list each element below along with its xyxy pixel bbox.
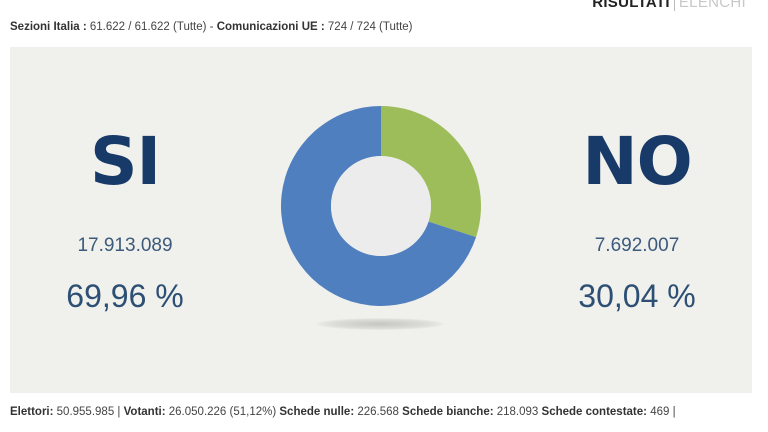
donut-chart [280,105,482,307]
tab-divider [673,0,675,11]
tab-risultati[interactable]: RISULTATI [592,0,670,11]
votanti-value: 26.050.226 (51,12%) [168,406,277,418]
bianche-label: Schede bianche: [402,406,494,418]
counters-line: Sezioni Italia : 61.622 / 61.622 (Tutte)… [10,21,413,33]
donut-svg [280,106,481,306]
no-votes: 7.692.007 [594,235,680,256]
counters-separator: - [209,21,214,33]
nulle-label: Schede nulle: [279,406,355,418]
donut-slice-no [381,106,481,238]
si-votes: 17.913.089 [77,235,173,256]
bianche-value: 218.093 [496,406,539,418]
chart-shadow [316,318,444,330]
elettori-value: 50.955.985 | [56,406,121,418]
nulle-value: 226.568 [357,406,399,418]
comunicazioni-label: Comunicazioni UE : [216,21,325,33]
votanti-label: Votanti: [123,406,166,418]
donut-slice-si [280,106,477,306]
sezioni-value: 61.622 / 61.622 (Tutte) [89,21,207,33]
donut-hole [331,156,431,256]
no-percent: 30,04 % [578,278,696,314]
sezioni-label: Sezioni Italia : [10,21,87,33]
si-percent: 69,96 % [66,278,184,314]
results-panel: SI 17.913.089 69,96 % NO 7.692.007 30,04… [10,47,752,393]
contestate-value: 469 | [650,406,676,418]
comunicazioni-value: 724 / 724 (Tutte) [327,21,413,33]
si-label: SI [89,123,161,200]
footer-stats: Elettori: 50.955.985 | Votanti: 26.050.2… [10,406,676,418]
elettori-label: Elettori: [10,406,54,418]
no-label: NO [582,123,692,200]
tab-elenchi[interactable]: ELENCHI [678,0,746,11]
contestate-label: Schede contestate: [541,406,647,418]
results-tabs: RISULTATI ELENCHI [592,0,746,11]
